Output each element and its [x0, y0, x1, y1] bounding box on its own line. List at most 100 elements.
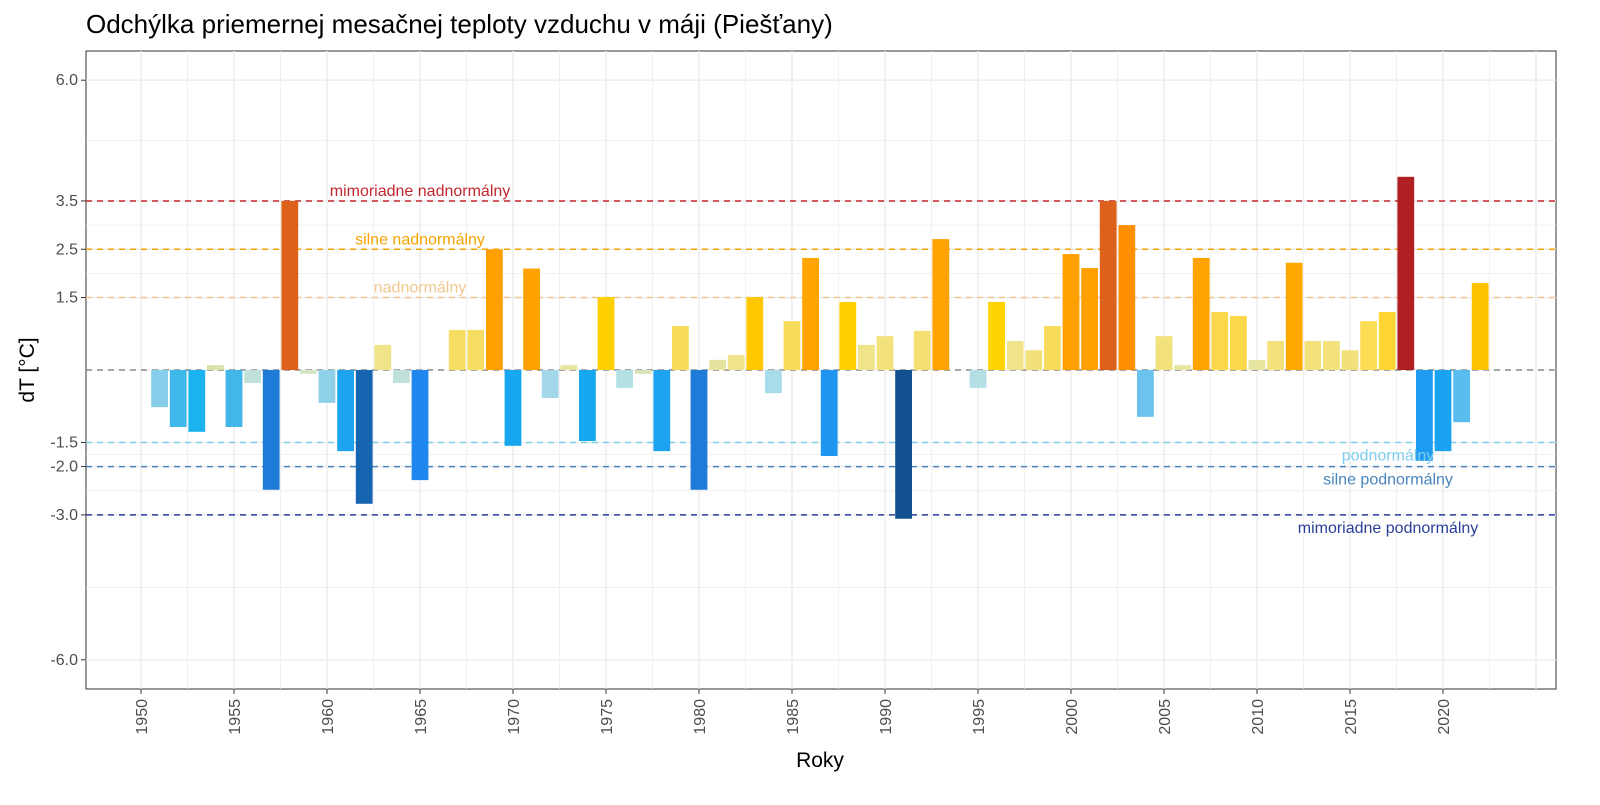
bars	[151, 176, 1489, 519]
threshold-labels: mimoriadne nadnormálny silne nadnormálny n…	[330, 183, 1479, 537]
y-tick-label: 1.5	[56, 290, 78, 307]
x-tick-label: 1955	[227, 699, 244, 735]
bar-1991	[895, 370, 912, 519]
bar-1986	[802, 257, 819, 370]
x-tick-label: 1990	[878, 699, 895, 735]
bar-1965	[411, 370, 429, 481]
threshold-label: silne nadnormálny	[355, 231, 485, 248]
bar-1978	[653, 370, 671, 452]
bar-1992	[913, 330, 931, 370]
bar-1979	[672, 326, 689, 370]
bar-2012	[1285, 262, 1303, 370]
y-axis: 6.0 3.5 2.5 1.5 -1.5 -2.0 -3.0 -6.0	[50, 72, 86, 669]
bar-1981	[709, 359, 726, 370]
y-tick-label: -3.0	[50, 507, 78, 524]
bar-1977	[634, 370, 652, 374]
bar-2003	[1118, 225, 1136, 370]
bar-1985	[783, 321, 801, 370]
bar-2011	[1267, 341, 1284, 370]
bar-2009	[1230, 315, 1247, 370]
bar-1971	[523, 268, 540, 370]
chart-title: Odchýlka priemernej mesačnej teploty vzd…	[86, 9, 833, 39]
bar-1955	[225, 370, 243, 427]
x-tick-label: 1965	[413, 699, 430, 735]
bar-1982	[727, 355, 745, 370]
y-tick-label: -2.0	[50, 459, 78, 476]
bar-2008	[1211, 312, 1229, 370]
bar-1973	[560, 365, 578, 370]
y-tick-label: -6.0	[50, 652, 78, 669]
bar-2019	[1416, 370, 1433, 461]
x-tick-label: 2015	[1343, 699, 1360, 735]
bar-2016	[1360, 321, 1377, 370]
bar-1962	[355, 370, 373, 504]
bar-1999	[1044, 326, 1061, 370]
y-axis-title: dT [°C]	[16, 337, 39, 402]
bar-1957	[262, 370, 280, 490]
bar-1987	[820, 370, 838, 456]
bar-1998	[1025, 350, 1043, 370]
x-tick-label: 2000	[1064, 699, 1081, 735]
y-tick-label: -1.5	[50, 434, 78, 451]
bar-1952	[169, 370, 187, 427]
bar-2018	[1397, 176, 1415, 370]
bar-1995	[969, 370, 987, 388]
bar-2017	[1378, 312, 1396, 370]
bar-1974	[579, 370, 596, 442]
bar-1988	[839, 301, 857, 370]
bar-1984	[765, 370, 782, 394]
bar-2014	[1323, 341, 1340, 370]
bar-2001	[1081, 268, 1098, 370]
bar-2002	[1099, 200, 1117, 370]
y-tick-label: 6.0	[56, 72, 78, 89]
bar-2010	[1248, 359, 1266, 370]
x-tick-label: 1980	[692, 699, 709, 735]
bar-1954	[207, 365, 224, 370]
threshold-label: nadnormálny	[374, 280, 467, 297]
bar-1969	[486, 249, 503, 370]
x-axis-title: Roky	[796, 749, 844, 772]
threshold-label: mimoriadne podnormálny	[1298, 520, 1479, 537]
bar-1967	[448, 329, 466, 370]
y-tick-label: 2.5	[56, 241, 78, 258]
threshold-label: mimoriadne nadnormálny	[330, 183, 511, 200]
bar-1953	[188, 370, 206, 432]
bar-1997	[1006, 341, 1024, 370]
bar-2000	[1062, 254, 1080, 370]
x-tick-label: 2020	[1436, 699, 1453, 735]
bar-1961	[337, 370, 354, 452]
bar-2006	[1174, 365, 1191, 370]
bar-2004	[1137, 370, 1154, 417]
bar-1960	[318, 370, 336, 403]
x-tick-label: 1960	[320, 699, 337, 735]
bar-1970	[504, 370, 522, 446]
bar-1980	[690, 370, 708, 490]
bar-1983	[746, 297, 764, 370]
x-tick-label: 2010	[1250, 699, 1267, 735]
bar-1972	[541, 370, 559, 399]
bar-1975	[597, 297, 615, 370]
bar-2020	[1434, 370, 1452, 452]
x-tick-label: 1995	[971, 699, 988, 735]
x-tick-label: 2005	[1157, 699, 1174, 735]
bar-2007	[1192, 257, 1210, 370]
bar-1958	[281, 200, 299, 370]
x-axis: 1950 1955 1960 1965 1970 1975 1980 1985 1990 1995…	[134, 689, 1453, 735]
bar-2021	[1453, 370, 1470, 423]
bar-1956	[244, 370, 261, 384]
bar-1990	[876, 336, 894, 370]
bar-1989	[858, 344, 875, 370]
bar-1964	[393, 370, 410, 384]
y-tick-label: 3.5	[56, 193, 78, 210]
x-tick-label: 1950	[134, 699, 151, 735]
bar-1996	[988, 301, 1005, 370]
bar-1951	[151, 370, 168, 408]
bar-1993	[932, 239, 950, 370]
bar-2022	[1471, 283, 1489, 370]
bar-1959	[300, 370, 317, 374]
threshold-label: podnormálny	[1342, 447, 1435, 464]
bar-2005	[1155, 336, 1173, 370]
x-tick-label: 1970	[506, 699, 523, 735]
x-tick-label: 1975	[599, 699, 616, 735]
